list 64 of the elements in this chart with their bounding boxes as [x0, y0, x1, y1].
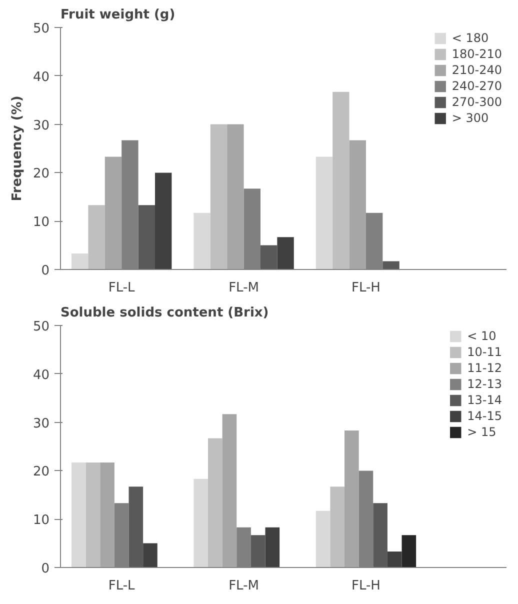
bar	[210, 124, 228, 270]
x-tick-label: FL-L	[108, 578, 136, 594]
bar	[227, 124, 244, 270]
legend-label: 14-15	[467, 409, 502, 423]
y-axis-title: Frequency (%)	[10, 96, 25, 202]
legend-label: < 180	[452, 31, 489, 45]
legend-label: < 10	[467, 329, 496, 343]
x-tick-label: FL-H	[352, 578, 380, 594]
bar	[88, 205, 105, 270]
y-tick-label: 20	[32, 464, 50, 480]
y-tick-label: 0	[41, 562, 50, 576]
bar	[260, 245, 278, 270]
x-tick-label: FL-L	[108, 280, 136, 296]
legend-label: 240-270	[452, 79, 502, 93]
bar	[316, 510, 330, 568]
bar	[104, 156, 122, 270]
bar	[349, 140, 366, 270]
legend-label: 180-210	[452, 47, 502, 61]
bar	[402, 535, 416, 568]
legend-label: 270-300	[452, 95, 502, 109]
y-tick-label: 50	[32, 22, 50, 36]
bar	[332, 92, 350, 270]
bar	[222, 414, 237, 568]
y-tick-label: 0	[41, 264, 50, 278]
bar	[100, 462, 114, 568]
bar	[128, 486, 144, 568]
bar	[250, 535, 266, 568]
legend-label: 12-13	[467, 377, 502, 391]
bar	[194, 212, 210, 270]
bar	[71, 254, 88, 270]
bar	[265, 527, 280, 568]
chart-title: Fruit weight (g)	[60, 8, 176, 22]
x-tick-label: FL-H	[352, 280, 380, 296]
bar	[154, 172, 172, 270]
y-tick-label: 10	[32, 513, 50, 528]
bar	[330, 486, 345, 568]
legend-label: 11-12	[467, 361, 502, 375]
legend-label: 210-240	[452, 63, 502, 77]
y-tick-label: 20	[32, 166, 50, 182]
bar	[86, 462, 100, 568]
bar	[71, 462, 86, 568]
bar	[344, 430, 359, 568]
bar	[316, 156, 333, 270]
bar	[138, 205, 155, 270]
y-tick-label: 40	[32, 70, 50, 85]
chart-title: Soluble solids content (Brix)	[60, 306, 269, 320]
y-tick-label: 50	[32, 320, 50, 334]
bar	[373, 503, 388, 568]
legend-label: 13-14	[467, 393, 502, 407]
bar	[382, 261, 400, 270]
y-tick-label: 30	[32, 118, 50, 134]
x-tick-label: FL-M	[228, 280, 259, 296]
bar	[208, 438, 222, 568]
bar	[387, 552, 402, 568]
y-tick-label: 40	[32, 368, 50, 383]
legend-label: > 300	[452, 111, 489, 125]
bar	[194, 478, 208, 568]
legend-label: > 15	[467, 425, 496, 439]
legend-label: 10-11	[467, 345, 502, 359]
y-tick-label: 30	[32, 416, 50, 432]
x-tick-label: FL-M	[228, 578, 259, 594]
y-tick-label: 10	[32, 215, 50, 230]
bar	[143, 543, 158, 568]
bar	[277, 237, 294, 270]
